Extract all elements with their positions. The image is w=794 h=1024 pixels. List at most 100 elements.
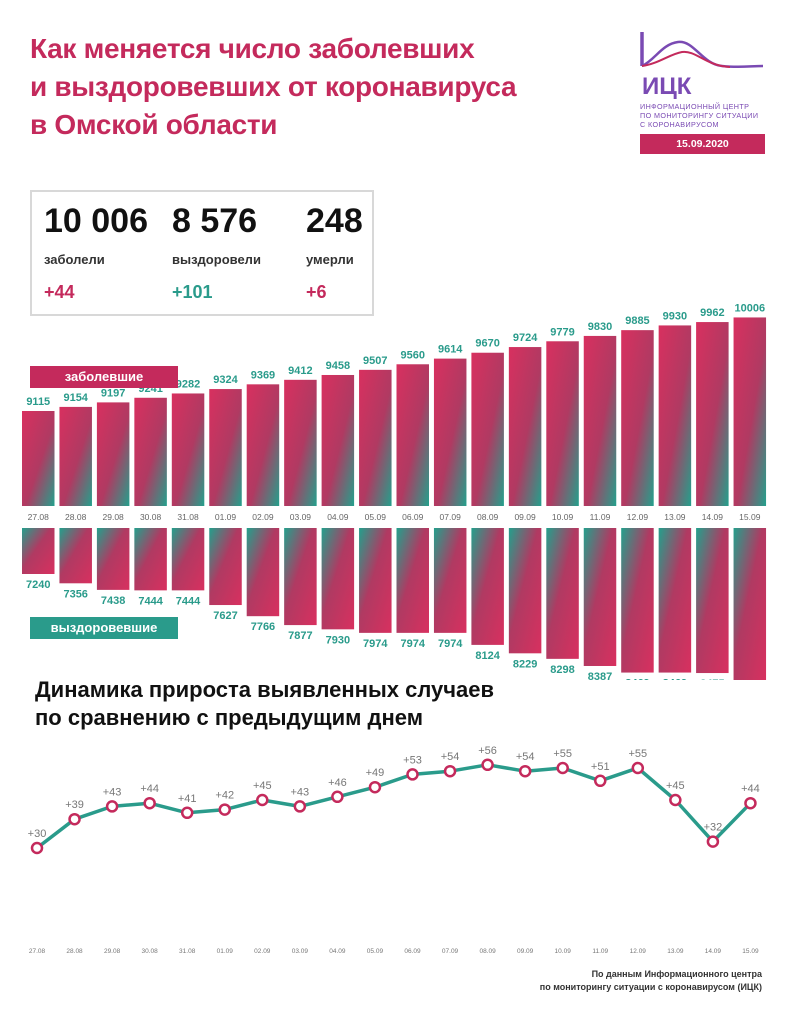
date-tick-label: 12.09 <box>630 948 647 955</box>
recovered-bar <box>621 528 654 673</box>
line-chart-title: Динамика прироста выявленных случаев по … <box>35 676 595 732</box>
increase-point <box>143 796 156 810</box>
recovered-bar <box>209 528 242 606</box>
cases-data-label: 9930 <box>663 310 687 322</box>
recovered-bar <box>22 528 55 574</box>
cases-data-label: 9724 <box>513 332 538 344</box>
stat-deaths-label: умерли <box>306 252 354 267</box>
cases-bar <box>508 347 542 506</box>
increase-line <box>35 763 752 850</box>
increase-point <box>331 790 344 804</box>
recovered-data-label: 7438 <box>101 595 125 607</box>
recovered-data-label: 8124 <box>475 650 500 662</box>
increase-data-label: +46 <box>328 777 347 789</box>
date-tick-label: 02.09 <box>252 512 274 522</box>
cases-bar <box>359 369 392 506</box>
recovered-bar <box>396 528 429 633</box>
recovered-data-label: 7356 <box>63 588 87 600</box>
date-tick-label: 10.09 <box>555 948 572 955</box>
date-tick-label: 31.08 <box>179 948 196 955</box>
cases-data-label: 9779 <box>550 326 574 338</box>
increase-point <box>30 841 44 855</box>
date-tick-label: 07.09 <box>442 948 459 955</box>
cases-data-label: 9154 <box>63 392 88 404</box>
cases-bar <box>621 330 654 506</box>
increase-data-label: +54 <box>516 751 535 763</box>
increase-data-label: +44 <box>140 783 159 795</box>
date-tick-label: 07.09 <box>440 512 462 522</box>
increase-point <box>594 774 607 788</box>
increase-point <box>744 796 757 810</box>
increase-point <box>218 803 231 816</box>
increase-data-label: +54 <box>441 751 460 763</box>
date-tick-label: 29.08 <box>104 948 121 955</box>
recovered-bar <box>658 528 692 673</box>
recovered-bar <box>171 528 205 591</box>
source-line-2: по мониторингу ситуации с коронавирусом … <box>539 982 762 992</box>
date-tick-label: 03.09 <box>292 948 309 955</box>
date-tick-label: 09.09 <box>514 512 536 522</box>
cases-bar <box>696 322 729 506</box>
recovered-bar <box>733 528 767 680</box>
date-tick-label: 11.09 <box>592 948 608 955</box>
increase-data-label: +41 <box>178 793 197 805</box>
cases-data-label: 9830 <box>588 321 612 333</box>
recovered-data-label: 8298 <box>550 664 574 676</box>
stat-recovered-delta: +101 <box>172 282 213 302</box>
recovered-bar <box>433 528 467 633</box>
date-tick-label: 05.09 <box>365 512 387 522</box>
cases-bar <box>209 389 242 506</box>
stat-cases-label: заболели <box>44 252 105 267</box>
date-tick-label: 15.09 <box>739 512 761 522</box>
date-tick-label: 13.09 <box>664 512 686 522</box>
increase-data-label: +49 <box>366 767 385 779</box>
cases-bar <box>583 335 617 506</box>
increase-data-label: +53 <box>403 754 422 766</box>
date-tick-label: 28.08 <box>65 512 87 522</box>
logo-name: ИЦК <box>642 73 692 100</box>
date-tick-label: 11.09 <box>590 512 611 522</box>
source-line-1: По данным Информационного центра <box>591 969 762 979</box>
date-tick-label: 06.09 <box>402 512 424 522</box>
date-tick-label: 04.09 <box>329 948 346 955</box>
cases-bar <box>396 364 429 506</box>
date-tick-label: 27.08 <box>28 512 50 522</box>
date-tick-label: 06.09 <box>404 948 421 955</box>
cases-series-label: заболевшие <box>30 366 178 388</box>
recovered-bar <box>321 528 355 630</box>
increase-data-label: +45 <box>666 780 685 792</box>
increase-data-label: +32 <box>704 822 723 834</box>
cases-data-label: 9324 <box>213 374 238 386</box>
increase-point <box>631 761 645 775</box>
line-chart-title-line-1: Динамика прироста выявленных случаев <box>35 677 495 702</box>
cases-bar <box>22 411 55 506</box>
cases-data-label: 9962 <box>700 307 724 319</box>
cases-bar <box>546 341 579 506</box>
increase-data-label: +55 <box>553 748 572 760</box>
increase-point <box>406 768 419 781</box>
recovered-data-label: 7877 <box>288 630 312 642</box>
recovered-bar <box>59 528 92 584</box>
increase-point <box>556 761 569 775</box>
cases-bar <box>471 352 504 506</box>
cases-data-label: 9458 <box>326 360 350 372</box>
recovered-data-label: 8229 <box>513 658 537 670</box>
cases-data-label: 9670 <box>475 338 499 350</box>
date-tick-label: 05.09 <box>367 948 384 955</box>
logo-caption-line: ПО МОНИТОРИНГУ СИТУАЦИИ <box>640 111 759 120</box>
recovered-bar <box>284 528 317 626</box>
recovered-data-label: 8469 <box>663 678 687 680</box>
title-line-2: и выздоровевших от коронавируса <box>30 71 517 102</box>
recovered-data-label: 8475 <box>700 678 724 680</box>
increase-data-label: +56 <box>478 745 497 757</box>
cases-data-label: 9197 <box>101 387 125 399</box>
stat-cases-value: 10 006 <box>44 202 148 240</box>
recovered-bar <box>546 528 579 659</box>
increase-point <box>518 764 532 778</box>
cases-bar <box>134 397 167 506</box>
increase-data-label: +45 <box>253 780 272 792</box>
cases-bar <box>658 325 692 506</box>
stat-recovered-label: выздоровели <box>172 252 261 267</box>
increase-point <box>706 835 720 848</box>
cases-recovered-bar-chart: 9115 27.08 7240 9154 28.08 7356 9197 29.08 7438 9… <box>22 302 767 680</box>
